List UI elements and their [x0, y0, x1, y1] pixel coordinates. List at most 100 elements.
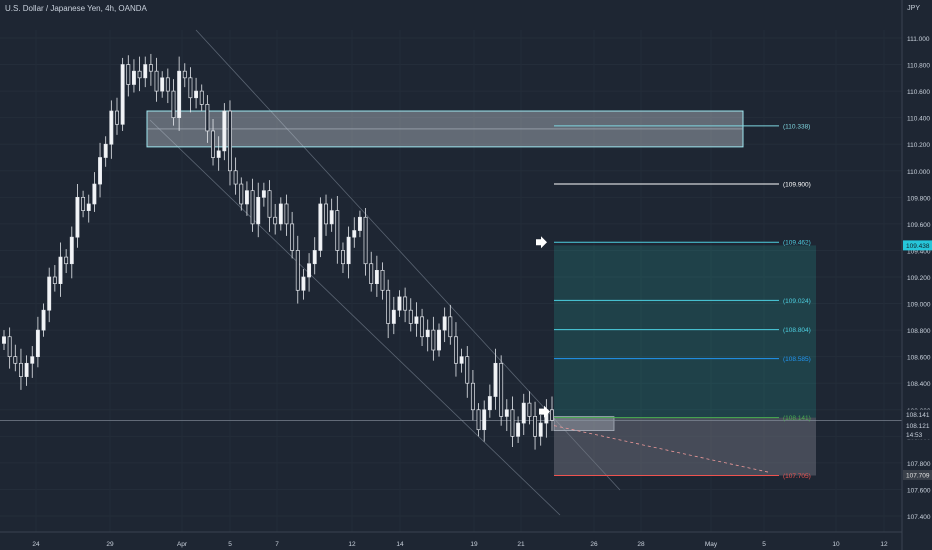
- candle-body: [64, 256, 69, 265]
- candle-body: [391, 309, 396, 324]
- candle-body: [194, 90, 199, 99]
- candle-body: [408, 309, 413, 324]
- level-label: (109.024): [783, 298, 811, 305]
- candle-body: [120, 64, 125, 125]
- level-label: (108.141): [783, 415, 811, 422]
- price-badge: [903, 429, 932, 440]
- entry-marker-rect: [553, 416, 615, 432]
- y-tick-label: 109.200: [907, 275, 931, 282]
- candle-body: [476, 409, 481, 431]
- x-tick-label: 5: [228, 541, 232, 548]
- candle-body: [510, 409, 515, 437]
- x-tick-label: 24: [32, 541, 40, 548]
- price-badges: 109.438 108.141 108.121 14:53 107.709: [903, 240, 932, 480]
- y-tick-label: 107.400: [907, 514, 931, 521]
- candle-body: [465, 356, 470, 384]
- candle-body: [459, 356, 464, 364]
- candle-body: [211, 130, 215, 158]
- candle-body: [177, 70, 182, 119]
- candle-body: [148, 64, 153, 72]
- candle-body: [448, 316, 453, 338]
- grid-layer: [0, 30, 902, 532]
- candle-body: [30, 356, 35, 364]
- candle-body: [369, 263, 374, 284]
- candle-body: [126, 64, 131, 85]
- price-badge: [903, 469, 932, 480]
- price-badge-label: 107.709: [906, 472, 930, 479]
- y-tick-label: 110.200: [907, 142, 930, 149]
- candle-body: [521, 402, 526, 424]
- chart-title: U.S. Dollar / Japanese Yen, 4h, OANDA: [5, 4, 147, 13]
- candle-body: [256, 196, 261, 225]
- x-tick-label: 21: [517, 541, 525, 548]
- candle-body: [357, 216, 362, 231]
- y-tick-label: 109.400: [907, 248, 931, 255]
- candle-body: [318, 203, 323, 251]
- candle-body: [324, 203, 328, 225]
- candle-body: [470, 382, 475, 411]
- x-tick-label: 19: [470, 541, 478, 548]
- level-label: (108.804): [783, 327, 811, 334]
- candle-body: [493, 362, 498, 397]
- candle-body: [363, 216, 368, 265]
- candle-body: [386, 289, 391, 324]
- candle-body: [295, 250, 300, 291]
- candle-body: [222, 110, 227, 152]
- y-tick-label: 111.000: [907, 36, 930, 43]
- candle-body: [205, 104, 210, 132]
- candle-body: [24, 362, 29, 377]
- y-tick-label: 109.000: [907, 302, 931, 309]
- y-tick-label: 109.800: [907, 195, 931, 202]
- candle-body: [69, 236, 74, 265]
- candle-body: [81, 196, 86, 211]
- candle-body: [131, 70, 136, 85]
- candle-body: [482, 409, 487, 431]
- candle-body: [267, 190, 272, 218]
- candle-body: [92, 183, 97, 205]
- x-tick-label: 26: [590, 541, 598, 548]
- candle-body: [13, 356, 18, 364]
- candle-body: [278, 203, 283, 225]
- y-tick-label: 107.800: [907, 461, 931, 468]
- candle-body: [75, 196, 80, 238]
- candle-body: [52, 276, 57, 284]
- price-badge-label: 108.121: [906, 423, 930, 430]
- candle-body: [98, 157, 102, 185]
- candle-body: [160, 77, 165, 92]
- candle-body: [487, 396, 492, 411]
- price-badge-label: 14:53: [906, 432, 923, 439]
- candle-body: [228, 110, 232, 172]
- x-tick-label: 14: [396, 541, 404, 548]
- candle-body: [165, 77, 170, 92]
- candle-body: [250, 190, 255, 225]
- candle-body: [454, 336, 458, 364]
- candle-body: [352, 230, 357, 238]
- level-label: (109.462): [783, 240, 811, 247]
- candle-body: [442, 316, 447, 331]
- candle-body: [329, 210, 334, 225]
- y-tick-label: 108.400: [907, 381, 931, 388]
- candles: [2, 53, 554, 450]
- y-tick-label: 108.600: [907, 355, 931, 362]
- level-label: (108.585): [783, 356, 811, 363]
- candle-body: [18, 362, 23, 377]
- candle-body: [414, 316, 419, 324]
- price-badge-label: 108.141: [906, 412, 930, 419]
- candle-body: [504, 409, 509, 417]
- candle-body: [397, 296, 402, 311]
- candle-body: [301, 276, 306, 291]
- x-tick-label: Apr: [177, 541, 188, 548]
- candle-body: [86, 203, 91, 211]
- candle-body: [346, 236, 351, 265]
- candle-body: [374, 270, 379, 284]
- candle-body: [58, 256, 63, 284]
- candle-body: [188, 77, 193, 99]
- trend-channel: [149, 29, 621, 516]
- y-tick-label: 109.600: [907, 222, 931, 229]
- candle-body: [143, 64, 148, 79]
- candle-body: [261, 190, 266, 198]
- candle-body: [312, 250, 317, 265]
- candle-body: [403, 296, 408, 311]
